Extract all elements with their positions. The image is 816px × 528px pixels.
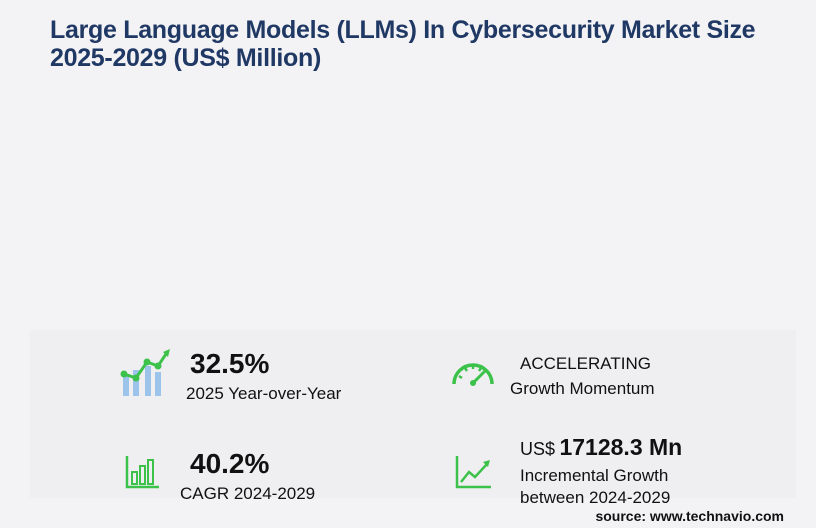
yoy-value: 32.5% <box>190 348 270 379</box>
speedometer-icon <box>452 363 494 386</box>
incremental-label-1: Incremental Growth <box>520 466 669 485</box>
incremental-amount: 17128.3 Mn <box>559 434 683 460</box>
source-credit: source: www.technavio.com <box>595 508 784 524</box>
incremental-label-2: between 2024-2029 <box>520 488 671 507</box>
chart-area <box>30 90 790 320</box>
bar-chart-icon <box>125 456 159 489</box>
yoy-label: 2025 Year-over-Year <box>186 384 342 403</box>
trend-line-icon <box>455 456 491 489</box>
incremental-prefix: US$ <box>520 439 556 459</box>
cagr-value: 40.2% <box>190 448 270 479</box>
momentum-label: Growth Momentum <box>510 379 655 398</box>
stats-panel <box>30 330 796 498</box>
momentum-value: ACCELERATING <box>520 354 651 373</box>
incremental-value: US$ 17128.3 Mn <box>520 434 682 461</box>
cagr-label: CAGR 2024-2029 <box>180 484 316 503</box>
growth-chart-icon <box>120 349 170 396</box>
chart-title: Large Language Models (LLMs) In Cybersec… <box>50 16 756 72</box>
